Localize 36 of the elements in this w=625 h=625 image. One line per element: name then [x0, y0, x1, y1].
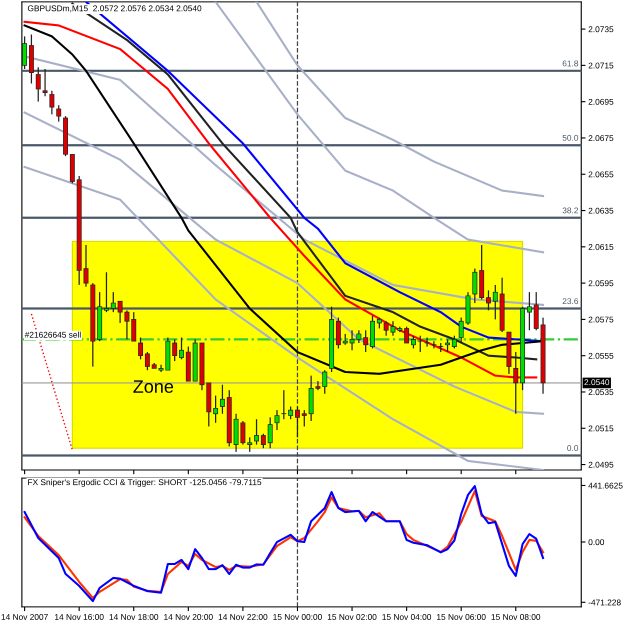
- x-tick-label: 15 Nov 08:00: [492, 614, 540, 620]
- annotation: Zone: [133, 380, 174, 393]
- x-tick-label: 14 Nov 22:00: [218, 614, 268, 620]
- ref-line-label: #21626645 sell: [24, 332, 81, 338]
- annotation: 50.0: [562, 134, 578, 141]
- x-tick-label: 15 Nov 04:00: [382, 614, 432, 620]
- y-tick-label: 2.0735: [588, 26, 614, 32]
- y-tick-label: 2.0615: [588, 244, 614, 250]
- annotation: 38.2: [562, 207, 578, 214]
- x-tick-label: 14 Nov 18:00: [110, 614, 158, 620]
- x-tick-label: 15 Nov 00:00: [273, 614, 322, 620]
- x-tick-label: 15 Nov 02:00: [328, 614, 377, 620]
- x-tick-label: 15 Nov 06:00: [437, 614, 486, 620]
- y-tick-label: 2.0715: [588, 62, 614, 68]
- y-tick-label: 2.0535: [588, 389, 614, 396]
- annotation: 0.0: [567, 445, 578, 452]
- x-tick-label: 14 Nov 20:00: [164, 614, 213, 620]
- y-tick-label: 2.0495: [588, 462, 614, 468]
- y-tick-label: 2.0555: [588, 352, 614, 359]
- y-tick-label: 441.6625: [588, 482, 623, 489]
- y-tick-label: 2.0595: [588, 280, 614, 286]
- annotation: 23.6: [562, 298, 578, 304]
- y-tick-label: 0.00: [588, 539, 604, 546]
- x-tick-label: 14 Nov 2007: [2, 614, 48, 620]
- y-tick-label: 2.0575: [588, 316, 614, 323]
- y-tick-label: 2.0655: [588, 171, 614, 178]
- chart-title: FX Sniper's Ergodic CCI & Trigger: SHORT -125.0456 -79.7115: [28, 479, 262, 487]
- y-tick-label: 2.0675: [588, 135, 614, 142]
- chart-title: GBPUSDm,M15 2.0572 2.0576 2.0534 2.0540: [28, 5, 202, 12]
- y-tick-label: 2.0635: [588, 208, 614, 214]
- x-tick-label: 14 Nov 16:00: [55, 614, 104, 620]
- y-tick-label: -471.228: [588, 599, 621, 606]
- annotation: 61.8: [562, 60, 578, 66]
- y-tick-label: 2.0515: [588, 425, 614, 432]
- ref-line-label: 2.0540: [584, 379, 610, 386]
- y-tick-label: 2.0695: [588, 98, 614, 105]
